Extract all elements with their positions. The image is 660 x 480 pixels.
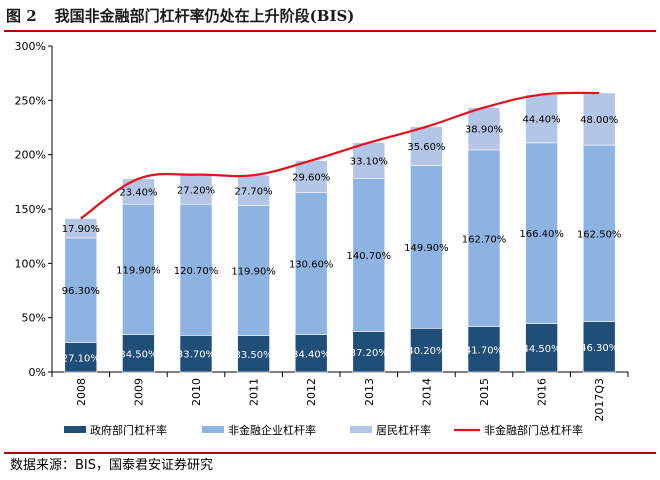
government-bar-segment (582, 321, 616, 373)
government-bar-segment (64, 342, 98, 373)
government-data-label: 27.10% (62, 353, 100, 364)
government-bar-segment (352, 331, 386, 373)
household-data-label: 33.10% (350, 157, 388, 168)
x-tick-label: 2013 (363, 378, 376, 406)
household-data-label: 48.00% (580, 115, 618, 126)
household-bar-segment (294, 160, 328, 194)
household-data-label: 44.40% (523, 115, 561, 126)
y-tick-label: 300% (15, 40, 46, 53)
chart-title: 图 2 我国非金融部门杠杆率仍处在上升阶段(BIS) (6, 4, 654, 28)
household-data-label: 29.60% (292, 173, 330, 184)
corporate-bar-segment (179, 203, 213, 336)
x-tick-label: 2015 (478, 378, 491, 406)
government-bar-segment (179, 335, 213, 373)
corporate-bar-segment (294, 192, 328, 335)
household-data-label: 23.40% (119, 188, 157, 199)
y-tick-label: 0% (29, 366, 46, 379)
y-tick-label: 50% (22, 312, 46, 325)
corporate-bar-segment (352, 178, 386, 332)
household-bar-segment (467, 107, 501, 151)
figure-title: 我国非金融部门杠杆率仍处在上升阶段(BIS) (54, 7, 355, 25)
legend: 政府部门杠杆率 非金融企业杠杆率 居民杠杆率 非金融部门总杠杆率 (64, 423, 583, 437)
corporate-data-label: 119.90% (116, 265, 161, 276)
axes: 0% 50% 100% 150% 200% 250% 300% 2008 2009 2010 201… (15, 40, 629, 422)
government-data-label: 37.20% (350, 348, 388, 359)
corporate-bar-segment (64, 237, 98, 343)
household-bar-segment (179, 174, 213, 205)
corporate-data-label: 149.90% (404, 243, 449, 254)
top-rule (4, 30, 656, 32)
y-tick-label: 150% (15, 203, 46, 216)
household-bar-segment (352, 142, 386, 179)
legend-household-label: 居民杠杆率 (376, 423, 431, 437)
corporate-bar-segment (525, 142, 558, 324)
total-leverage-line (80, 91, 600, 220)
x-tick-label: 2012 (305, 378, 318, 406)
corporate-data-label: 119.90% (231, 266, 276, 277)
x-tick-label: 2010 (190, 378, 203, 406)
x-tick-label: 2014 (420, 378, 433, 406)
household-bar-segment (237, 174, 270, 206)
x-tick-label: 2009 (132, 378, 145, 406)
household-bar-segment (582, 92, 616, 146)
government-bar-segment (525, 323, 558, 373)
segment-labels: 27.10% 96.30% 17.90% 34.50% 119.90% 23.40% 33.… (62, 115, 622, 365)
legend-total-label: 非金融部门总杠杆率 (484, 423, 583, 437)
household-data-label: 17.90% (62, 224, 100, 235)
legend-corporate-swatch (202, 426, 224, 433)
household-data-label: 38.90% (465, 125, 503, 136)
household-data-label: 27.70% (235, 186, 273, 197)
household-data-label: 35.60% (407, 142, 445, 153)
corporate-data-label: 120.70% (174, 266, 219, 277)
legend-corporate-label: 非金融企业杠杆率 (228, 423, 316, 437)
government-data-label: 34.40% (292, 349, 330, 360)
y-tick-label: 100% (15, 257, 46, 270)
total-line-layer (80, 91, 600, 220)
corporate-data-label: 166.40% (519, 229, 564, 240)
corporate-bar-segment (467, 149, 501, 327)
corporate-bar-segment (410, 165, 443, 329)
government-data-label: 40.20% (407, 346, 445, 357)
household-bar-segment (525, 94, 558, 144)
government-bar-segment (237, 335, 270, 373)
corporate-bar-segment (122, 203, 155, 335)
legend-government-swatch (64, 426, 86, 433)
household-data-label: 27.20% (177, 185, 215, 196)
stacked-bar-chart: 0% 50% 100% 150% 200% 250% 300% 2008 2009 2010 201… (15, 40, 629, 437)
government-data-label: 33.70% (177, 350, 215, 361)
government-data-label: 46.30% (580, 343, 618, 354)
corporate-data-label: 96.30% (62, 286, 100, 297)
y-tick-label: 200% (15, 149, 46, 162)
figure-number: 图 2 (6, 7, 37, 25)
corporate-bar-segment (237, 205, 270, 336)
x-tick-label: 2011 (248, 378, 261, 406)
legend-government-label: 政府部门杠杆率 (90, 423, 167, 437)
corporate-data-label: 140.70% (347, 251, 392, 262)
corporate-data-label: 162.70% (462, 234, 507, 245)
corporate-bar-segment (582, 144, 616, 322)
legend-household-swatch (350, 426, 372, 433)
government-data-label: 44.50% (523, 344, 561, 355)
bottom-rule (4, 452, 656, 454)
government-data-label: 34.50% (119, 349, 157, 360)
corporate-data-label: 162.50% (577, 229, 622, 240)
y-tick-label: 250% (15, 94, 46, 107)
corporate-data-label: 130.60% (289, 260, 334, 271)
source-note: 数据来源：BIS，国泰君安证券研究 (10, 458, 214, 473)
x-tick-label: 2016 (536, 378, 549, 406)
x-tick-label: 2017Q3 (593, 378, 606, 422)
government-data-label: 41.70% (465, 345, 503, 356)
x-tick-label: 2008 (75, 378, 88, 406)
government-data-label: 33.50% (235, 350, 273, 361)
